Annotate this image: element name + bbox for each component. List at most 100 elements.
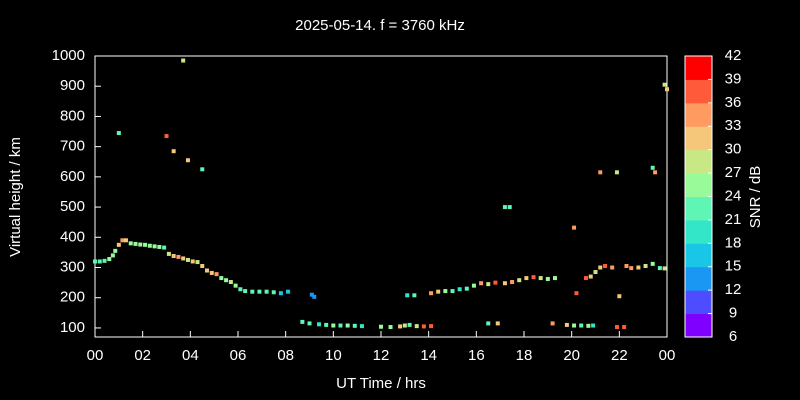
data-point — [228, 280, 233, 285]
data-point — [502, 281, 507, 286]
data-point — [185, 257, 190, 262]
data-point — [414, 324, 419, 329]
colorbar-band — [685, 56, 712, 80]
data-point — [238, 287, 243, 292]
data-point — [219, 276, 224, 281]
data-point — [614, 170, 619, 175]
y-tick-label: 1000 — [52, 47, 85, 64]
colorbar-band — [685, 126, 712, 151]
data-point — [614, 325, 619, 330]
data-point — [278, 291, 283, 296]
x-tick-label: 04 — [182, 347, 199, 364]
y-tick-label: 200 — [60, 289, 85, 306]
data-point — [636, 265, 641, 270]
colorbar-band — [685, 173, 712, 197]
data-point — [250, 289, 255, 294]
data-point — [181, 58, 186, 63]
data-point — [657, 266, 662, 271]
data-point — [195, 260, 200, 265]
x-tick-label: 02 — [134, 347, 151, 364]
data-point — [243, 289, 248, 294]
data-point — [338, 323, 343, 328]
data-point — [586, 323, 591, 328]
data-point — [538, 276, 543, 281]
data-point — [200, 263, 205, 268]
data-point — [653, 170, 658, 175]
data-point — [345, 323, 350, 328]
data-point — [110, 253, 115, 258]
x-tick-label: 00 — [659, 347, 676, 364]
data-point — [407, 322, 412, 327]
data-point — [405, 293, 410, 298]
data-point — [510, 280, 515, 285]
data-point — [412, 293, 417, 298]
colorbar-tick-label: 15 — [725, 258, 742, 275]
data-point — [120, 238, 125, 243]
data-point — [233, 283, 238, 288]
data-point — [116, 242, 121, 247]
x-axis-label: UT Time / hrs — [336, 375, 426, 392]
data-point — [564, 322, 569, 327]
data-point — [171, 254, 176, 259]
data-point — [479, 281, 484, 286]
data-point — [388, 325, 393, 330]
x-tick-label: 16 — [468, 347, 485, 364]
data-point — [624, 263, 629, 268]
data-point — [352, 323, 357, 328]
data-point — [162, 245, 167, 250]
data-point — [665, 87, 669, 92]
colorbar-tick-label: 39 — [725, 70, 742, 87]
data-point — [443, 289, 448, 294]
y-tick-label: 700 — [60, 138, 85, 155]
x-tick-label: 06 — [230, 347, 247, 364]
data-point — [176, 254, 181, 259]
data-point — [93, 259, 97, 264]
data-point — [662, 266, 667, 271]
data-point — [598, 265, 603, 270]
x-tick-label: 10 — [325, 347, 342, 364]
data-point — [436, 289, 441, 294]
data-point — [591, 323, 596, 328]
data-point — [214, 272, 219, 277]
x-tick-label: 12 — [373, 347, 390, 364]
data-point — [128, 241, 133, 246]
colorbar-band — [685, 79, 712, 104]
data-point — [464, 286, 469, 291]
data-point — [486, 321, 491, 326]
data-point — [552, 276, 557, 281]
data-point — [545, 276, 550, 281]
y-axis-label: Virtual height / km — [7, 137, 24, 257]
data-point — [574, 291, 579, 296]
data-point — [622, 325, 627, 330]
data-point — [450, 289, 455, 294]
data-point — [147, 243, 152, 248]
data-point — [102, 258, 107, 263]
data-point — [629, 266, 634, 271]
data-point — [309, 292, 314, 297]
data-point — [224, 278, 229, 283]
data-point — [286, 289, 291, 294]
colorbar-tick-label: 36 — [725, 94, 742, 111]
data-point — [650, 165, 655, 170]
data-point — [550, 321, 555, 326]
colorbar-band — [685, 266, 712, 291]
data-point — [164, 134, 169, 139]
data-point — [359, 324, 364, 329]
data-point — [107, 257, 112, 262]
data-point — [209, 270, 214, 275]
colorbar-tick-label: 33 — [725, 117, 742, 134]
x-tick-label: 22 — [611, 347, 628, 364]
colorbar-tick-label: 27 — [725, 164, 742, 181]
data-point — [264, 289, 269, 294]
data-point — [143, 242, 148, 247]
data-point — [603, 263, 608, 268]
y-tick-label: 800 — [60, 107, 85, 124]
data-point — [157, 244, 162, 249]
data-point — [572, 225, 577, 230]
data-point — [331, 323, 336, 328]
data-point — [598, 170, 603, 175]
colorbar-label: SNR / dB — [747, 166, 764, 229]
data-point — [300, 319, 305, 324]
data-point — [379, 324, 383, 329]
